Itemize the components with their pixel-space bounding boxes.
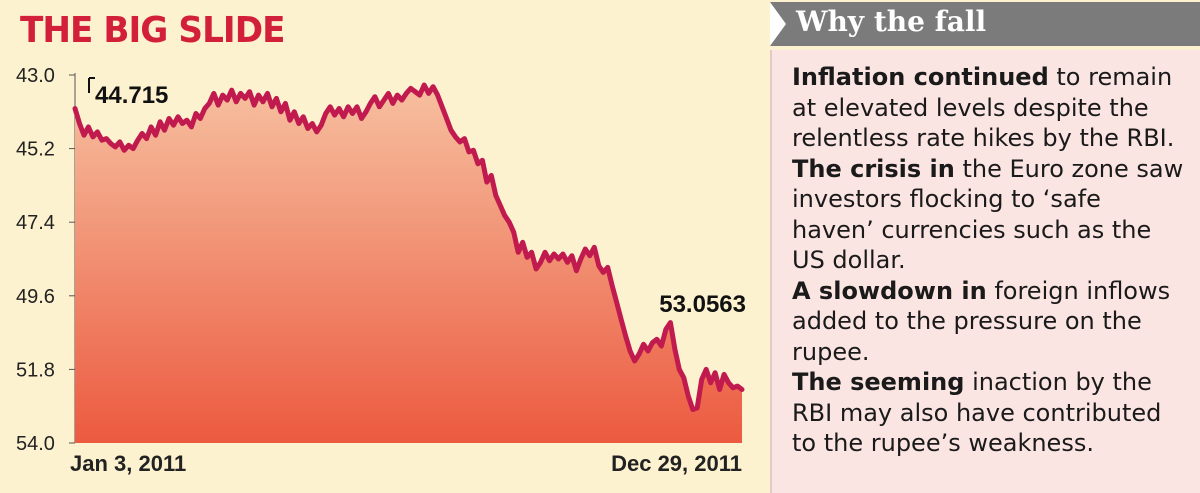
y-tick-label: 54.0: [16, 433, 55, 455]
reason-lead: Inflation continued: [792, 63, 1049, 91]
y-tick-label: 47.4: [16, 212, 55, 234]
chart-panel: THE BIG SLIDE 43.0 45.2 47.4 49.6 51.8 54.0 44…: [16, 10, 746, 476]
y-tick-label: 51.8: [16, 359, 55, 381]
reason-lead: A slowdown in: [792, 276, 987, 305]
reason-text: to remain at elevated levels despite the…: [792, 63, 1175, 152]
side-panel-header: Why the fall: [770, 2, 1200, 46]
chart-title: THE BIG SLIDE: [20, 10, 285, 51]
area-chart: 43.0 45.2 47.4 49.6 51.8 54.0 44.715 53.0563 Jan…: [16, 65, 746, 476]
area-fill: [75, 85, 742, 443]
reason-lead: The crisis in: [792, 154, 955, 183]
end-value-label: 53.0563: [659, 291, 746, 318]
x-end-label: Dec 29, 2011: [611, 451, 742, 476]
header-arrow-icon: [770, 2, 786, 46]
reason-text: foreign inflows added to the pressure on…: [792, 276, 1171, 366]
series-line: [72, 82, 745, 412]
side-panel-title: Why the fall: [796, 5, 987, 38]
reason-text: inaction by the RBI may also have contri…: [792, 368, 1162, 457]
reason-item: The crisis in the Euro zone saw investor…: [792, 154, 1186, 276]
reason-text: the Euro zone saw investors flocking to …: [792, 154, 1184, 275]
y-tick-label: 45.2: [16, 139, 55, 161]
start-value-label: 44.715: [95, 82, 168, 109]
reason-lead: The seeming: [792, 368, 965, 396]
y-tick-label: 49.6: [16, 286, 55, 308]
why-the-fall-panel: Why the fall Inflation continued to rema…: [770, 0, 1200, 493]
x-start-label: Jan 3, 2011: [70, 451, 186, 476]
reason-item: The seeming inaction by the RBI may also…: [792, 367, 1186, 459]
reason-item: A slowdown in foreign inflows added to t…: [792, 276, 1186, 368]
reasons-list: Inflation continued to remain at elevate…: [770, 50, 1200, 493]
y-tick-label: 43.0: [16, 65, 55, 87]
reason-item: Inflation continued to remain at elevate…: [792, 62, 1186, 154]
